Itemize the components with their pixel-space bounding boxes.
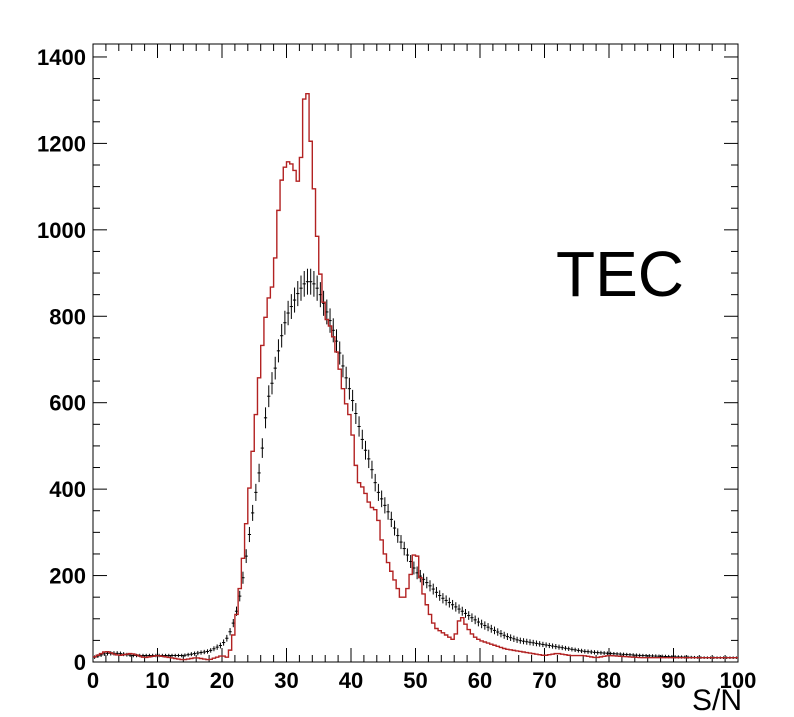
x-axis-title: S/N xyxy=(692,684,742,717)
y-tick-label: 600 xyxy=(49,391,86,416)
y-tick-label: 800 xyxy=(49,304,86,329)
x-tick-label: 40 xyxy=(339,668,363,693)
minor-ticks xyxy=(92,44,739,663)
y-tick-label: 0 xyxy=(74,650,86,675)
x-tick-label: 0 xyxy=(87,668,99,693)
x-tick-label: 50 xyxy=(403,668,427,693)
x-tick-label: 100 xyxy=(720,668,757,693)
x-tick-label: 20 xyxy=(210,668,234,693)
error-bar-series xyxy=(93,268,738,659)
y-tick-label: 1000 xyxy=(37,218,86,243)
y-tick-label: 1200 xyxy=(37,131,86,156)
tec-annotation: TEC xyxy=(556,238,684,310)
x-tick-label: 90 xyxy=(661,668,685,693)
x-tick-labels: 0 10 20 30 40 50 60 70 80 90 100 xyxy=(87,668,756,693)
x-tick-label: 10 xyxy=(145,668,169,693)
x-tick-label: 30 xyxy=(274,668,298,693)
step-line-series xyxy=(93,92,738,661)
y-tick-label: 400 xyxy=(49,477,86,502)
y-tick-label: 1400 xyxy=(37,45,86,70)
x-tick-label: 80 xyxy=(597,668,621,693)
x-tick-label: 70 xyxy=(532,668,556,693)
y-tick-label: 200 xyxy=(49,564,86,589)
plot-frame xyxy=(92,43,739,663)
x-tick-label: 60 xyxy=(468,668,492,693)
y-tick-labels: 0 200 400 600 800 1000 1200 1400 xyxy=(37,45,86,675)
